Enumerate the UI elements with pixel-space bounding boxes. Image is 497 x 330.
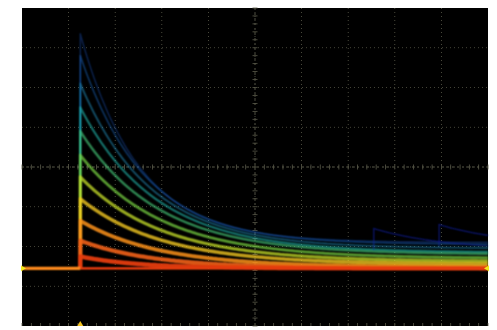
trace-4 [79, 106, 488, 269]
markers [21, 265, 489, 326]
trigger-position-marker[interactable] [77, 321, 84, 326]
faint-branch-1 [373, 227, 489, 251]
trace-5 [79, 129, 489, 269]
trigger-level-marker[interactable] [484, 265, 489, 272]
persistence-traces [22, 33, 489, 271]
trace-3 [79, 82, 488, 269]
trace-6 [78, 153, 488, 269]
trace-7 [78, 175, 488, 269]
faint-branch-2 [438, 223, 489, 247]
trace-2 [79, 54, 488, 269]
graticule [21, 7, 489, 327]
trace-8 [78, 197, 488, 269]
ground-level-marker[interactable] [21, 265, 26, 272]
